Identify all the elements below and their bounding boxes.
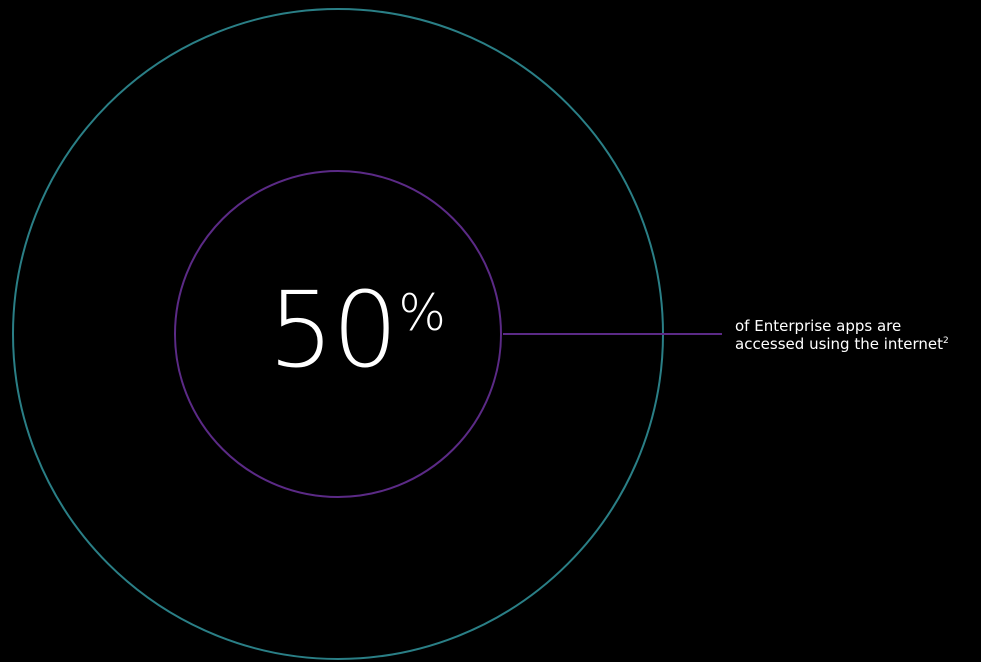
caption-line-1: of Enterprise apps are <box>735 317 902 335</box>
inner-ring <box>174 170 502 498</box>
caption-line-2: accessed using the internet2 <box>735 335 975 353</box>
stat-caption: of Enterprise apps are accessed using th… <box>735 317 975 353</box>
stat-unit: % <box>398 284 446 342</box>
stat-value: 50 <box>268 269 398 391</box>
stat-figure: 50% <box>268 278 446 382</box>
caption-line-2-text: accessed using the internet <box>735 335 944 353</box>
footnote-marker: 2 <box>943 336 949 346</box>
